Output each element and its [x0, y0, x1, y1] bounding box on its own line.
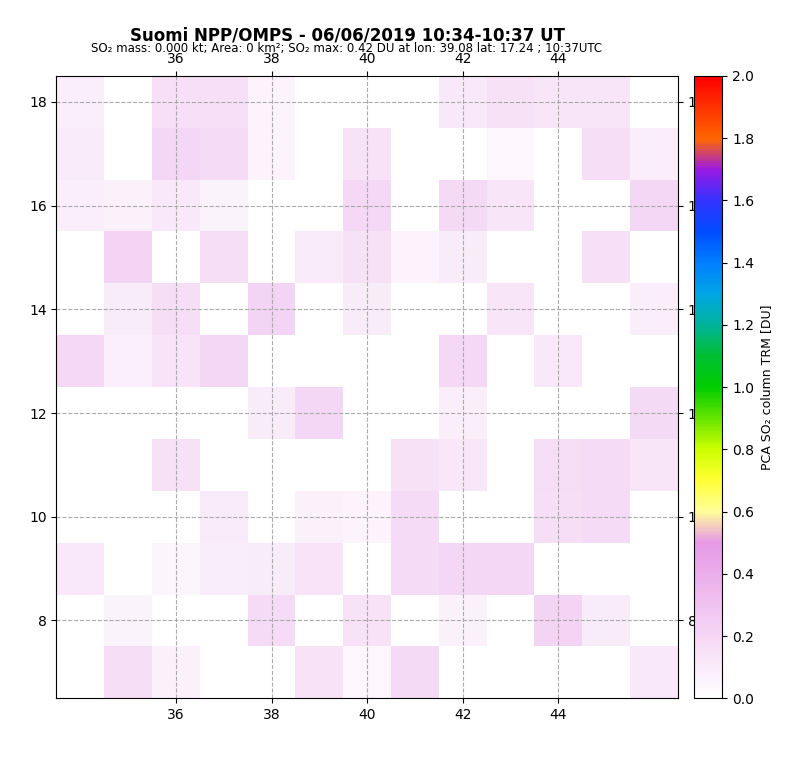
Bar — [391, 491, 439, 543]
Bar — [104, 180, 152, 231]
Bar — [630, 128, 678, 180]
Bar — [200, 128, 248, 180]
Bar — [583, 231, 630, 283]
Bar — [56, 543, 104, 594]
Bar — [487, 180, 534, 231]
Bar — [439, 231, 487, 283]
Bar — [295, 543, 343, 594]
Text: Suomi NPP/OMPS - 06/06/2019 10:34-10:37 UT: Suomi NPP/OMPS - 06/06/2019 10:34-10:37 … — [129, 27, 565, 45]
Bar — [295, 387, 343, 439]
Bar — [56, 128, 104, 180]
Bar — [248, 76, 295, 128]
Bar — [248, 128, 295, 180]
Bar — [200, 335, 248, 387]
Bar — [487, 76, 534, 128]
Bar — [534, 439, 583, 491]
Bar — [152, 128, 200, 180]
Bar — [343, 647, 391, 698]
Bar — [152, 647, 200, 698]
Bar — [391, 543, 439, 594]
Bar — [104, 283, 152, 335]
Y-axis label: PCA SO₂ column TRM [DU]: PCA SO₂ column TRM [DU] — [759, 304, 772, 470]
Bar — [391, 231, 439, 283]
Bar — [487, 543, 534, 594]
Bar — [343, 180, 391, 231]
Bar — [200, 491, 248, 543]
Bar — [343, 231, 391, 283]
Bar — [391, 439, 439, 491]
Bar — [534, 335, 583, 387]
Bar — [104, 594, 152, 647]
Bar — [343, 594, 391, 647]
Bar — [439, 76, 487, 128]
Bar — [630, 439, 678, 491]
Bar — [152, 543, 200, 594]
Bar — [630, 180, 678, 231]
Bar — [248, 387, 295, 439]
Bar — [152, 335, 200, 387]
Bar — [534, 594, 583, 647]
Bar — [583, 439, 630, 491]
Bar — [248, 283, 295, 335]
Bar — [630, 647, 678, 698]
Bar — [104, 335, 152, 387]
Bar — [391, 647, 439, 698]
Bar — [104, 231, 152, 283]
Bar — [56, 76, 104, 128]
Bar — [439, 594, 487, 647]
Bar — [152, 180, 200, 231]
Bar — [439, 387, 487, 439]
Bar — [56, 335, 104, 387]
Bar — [583, 594, 630, 647]
Bar — [248, 543, 295, 594]
Bar — [152, 283, 200, 335]
Bar — [630, 283, 678, 335]
Bar — [200, 180, 248, 231]
Bar — [343, 283, 391, 335]
Bar — [343, 128, 391, 180]
Bar — [200, 231, 248, 283]
Bar — [295, 491, 343, 543]
Bar — [583, 491, 630, 543]
Bar — [439, 439, 487, 491]
Bar — [152, 439, 200, 491]
Bar — [200, 543, 248, 594]
Bar — [439, 543, 487, 594]
Bar — [487, 128, 534, 180]
Text: SO₂ mass: 0.000 kt; Area: 0 km²; SO₂ max: 0.42 DU at lon: 39.08 lat: 17.24 ; 10:: SO₂ mass: 0.000 kt; Area: 0 km²; SO₂ max… — [91, 42, 603, 55]
Bar — [439, 180, 487, 231]
Bar — [343, 491, 391, 543]
Bar — [630, 387, 678, 439]
Bar — [583, 128, 630, 180]
Bar — [295, 231, 343, 283]
Bar — [583, 76, 630, 128]
Bar — [534, 491, 583, 543]
Bar — [200, 76, 248, 128]
Bar — [534, 76, 583, 128]
Bar — [56, 180, 104, 231]
Bar — [152, 76, 200, 128]
Bar — [248, 594, 295, 647]
Bar — [439, 335, 487, 387]
Bar — [104, 647, 152, 698]
Bar — [487, 283, 534, 335]
Bar — [295, 647, 343, 698]
